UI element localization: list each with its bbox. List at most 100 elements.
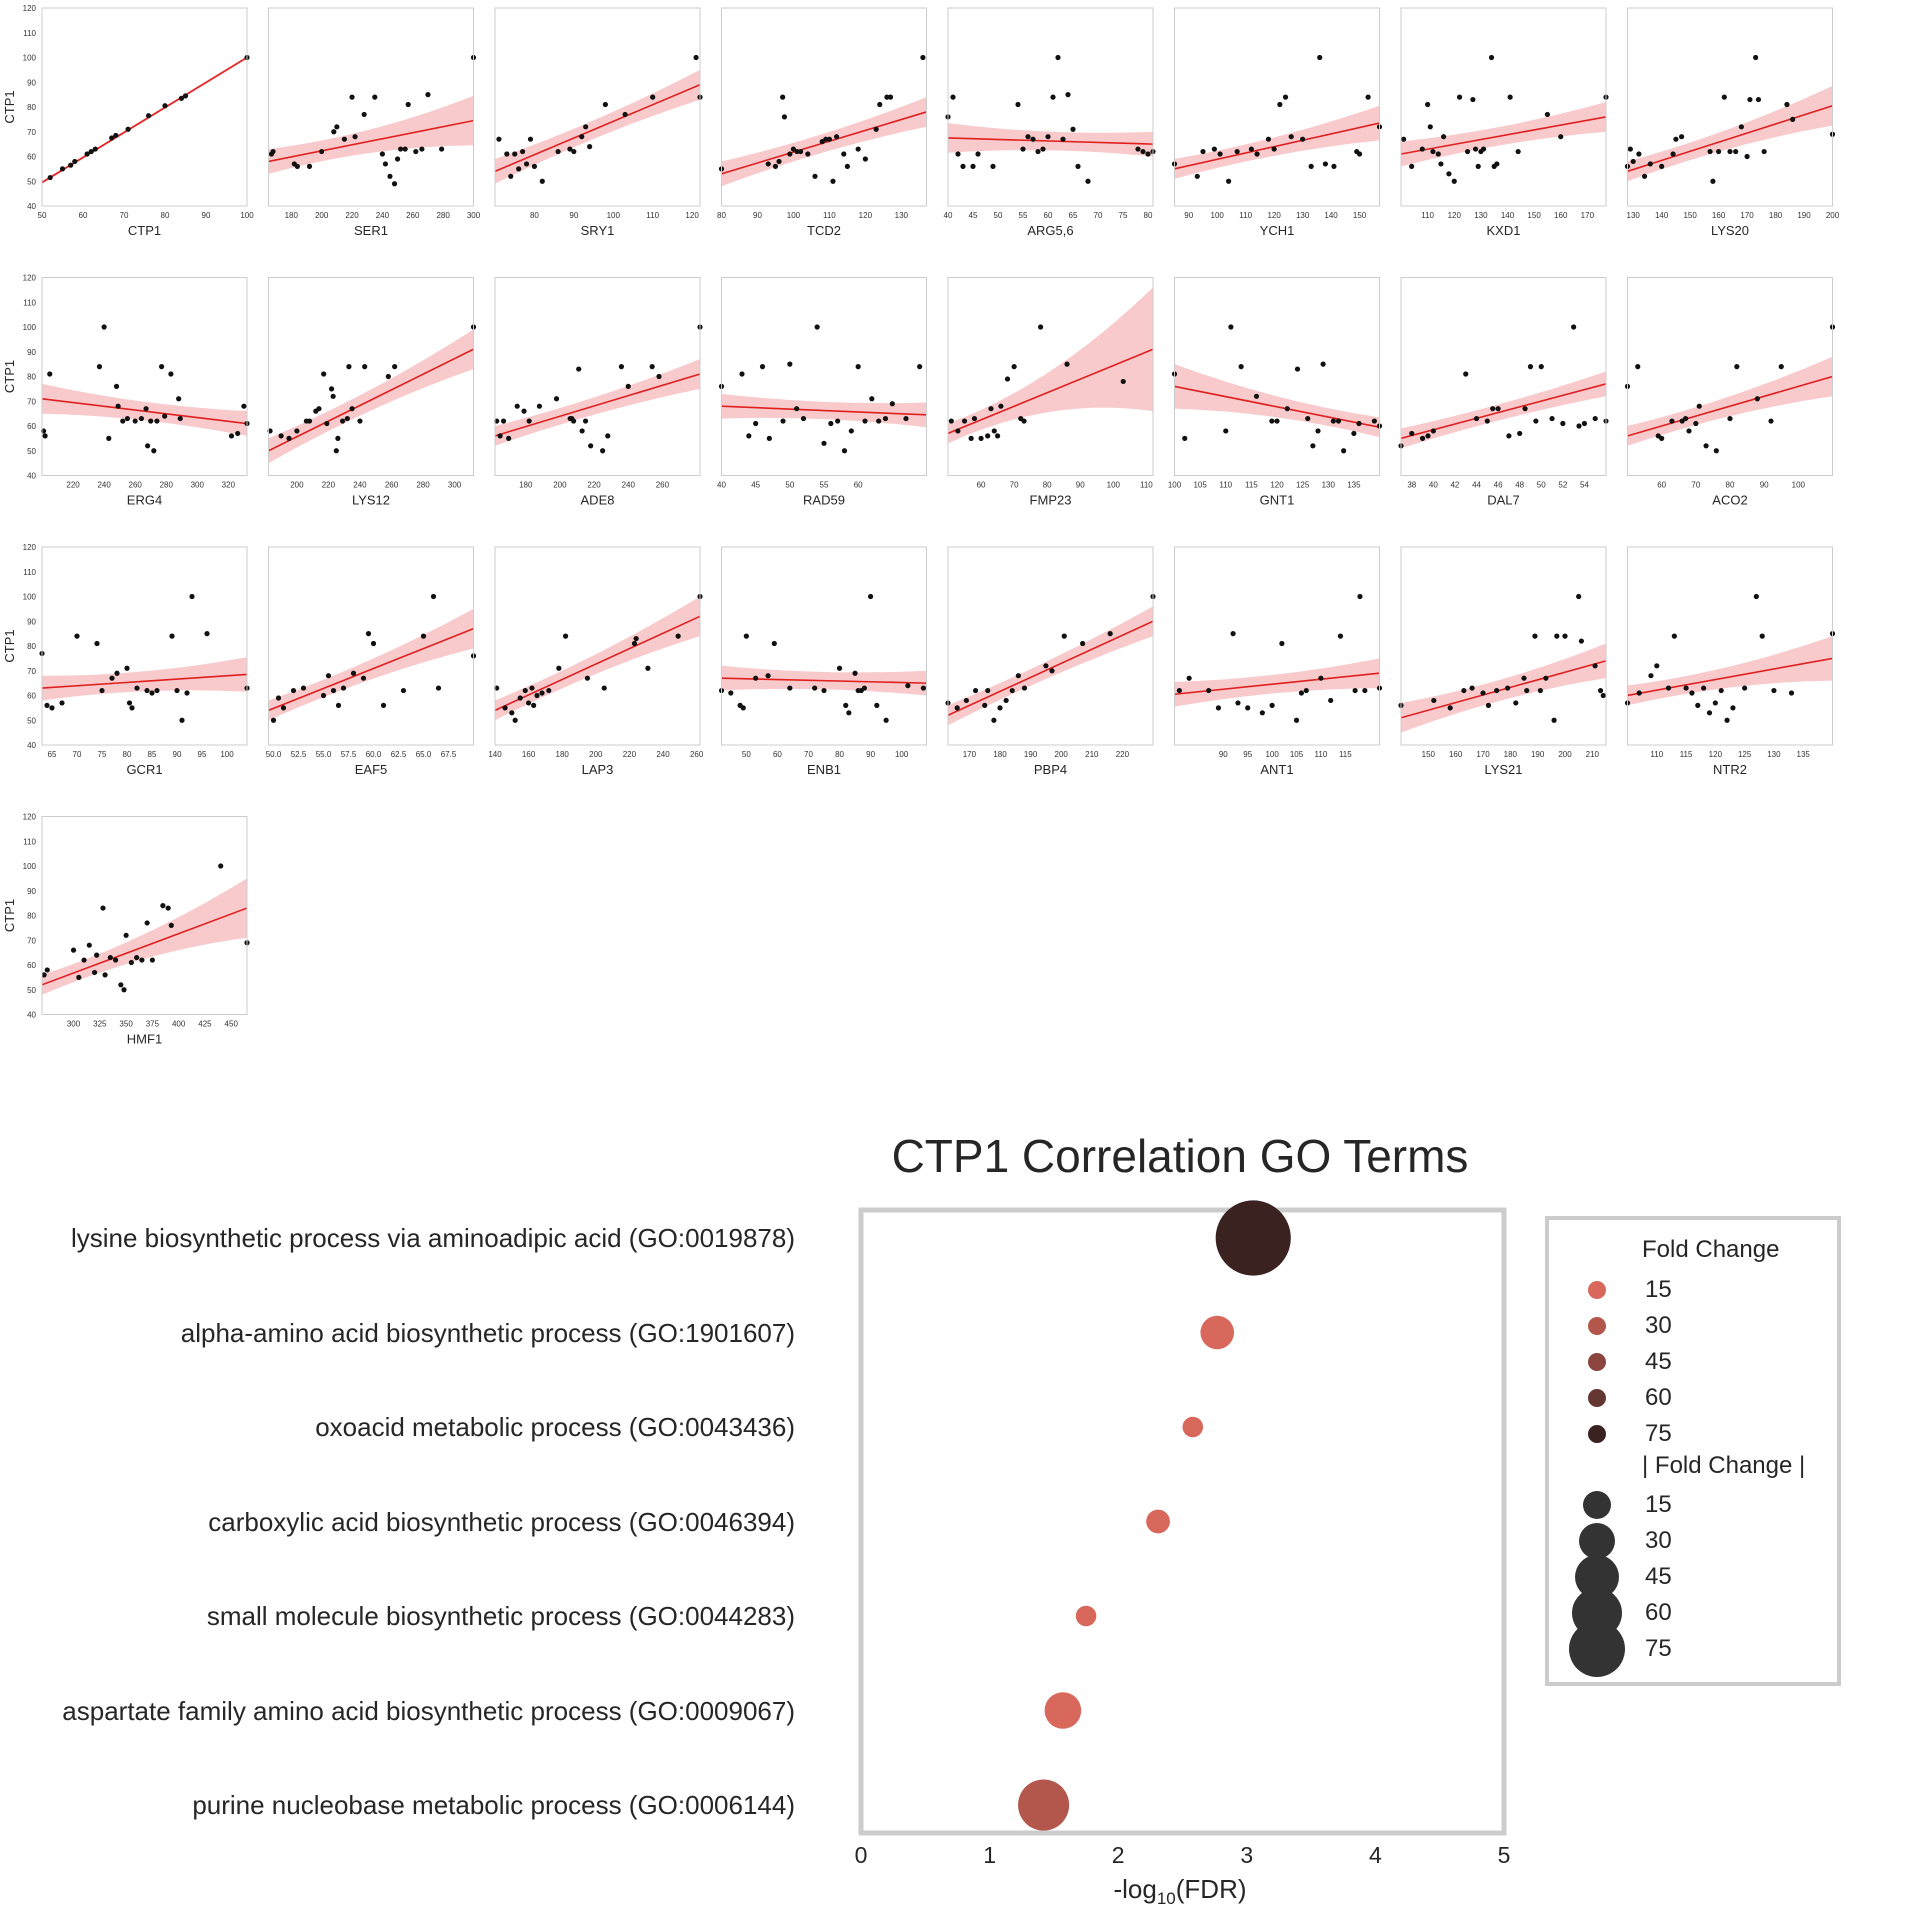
data-point [290,687,297,694]
data-point [1317,54,1323,61]
data-point [59,700,65,706]
data-point [149,957,155,963]
x-tick-label: 140 [488,750,502,759]
data-point [631,640,638,647]
data-point [335,702,342,709]
regression-line [495,83,700,173]
x-tick-label: 260 [690,750,704,759]
data-point [1331,163,1337,169]
confidence-band [495,596,700,721]
data-point [349,406,355,412]
data-point [1578,638,1584,644]
legend-item-label: 45 [1645,1348,1672,1375]
data-point [370,640,377,647]
data-point [84,151,90,157]
data-point [1456,94,1463,100]
data-point [204,631,210,637]
x-tick-label: 220 [587,481,601,490]
data-point [821,687,827,694]
data-point [1689,690,1695,696]
y-tick-label: 70 [27,397,36,406]
data-point [109,135,115,141]
x-tick-label: 60 [977,481,986,490]
data-point [1788,690,1795,696]
data-point [382,161,389,167]
data-point [814,324,820,330]
data-point [1049,668,1055,674]
data-point [178,95,184,101]
data-point [1234,148,1240,155]
data-point [100,905,106,911]
data-point [1435,151,1441,157]
y-tick-label: 120 [23,813,37,822]
data-point [512,717,518,723]
x-tick-label: 75 [1119,211,1128,220]
data-point [286,435,292,441]
confidence-band [268,95,474,174]
data-point [146,113,152,119]
x-tick-label: 170 [1740,211,1754,220]
x-tick-label: 120 [1267,211,1281,220]
scatter-panel: 110 120 130 140 150 160 170 KXD1 [1400,7,1609,238]
x-tick-label: 130 [895,211,909,220]
data-point [42,433,48,439]
data-point [132,418,138,424]
confidence-band [1401,371,1606,449]
data-point [1494,161,1500,167]
x-tick-label: 90 [173,750,182,759]
x-axis-label: EAF5 [355,762,388,777]
y-tick-label: 70 [27,667,36,676]
data-point [1710,178,1716,184]
data-point [529,685,535,691]
legend-item-label: 60 [1645,1384,1672,1411]
confidence-band [42,657,247,701]
x-tick-label: 80 [530,211,539,220]
data-point [123,932,129,938]
go-dot-plot [858,1200,1507,1836]
regression-line [1401,660,1606,719]
data-point [841,448,848,454]
x-tick-label: 140 [1655,211,1669,220]
data-point [365,631,372,637]
legend-hue-swatch [1588,1425,1606,1443]
panel-frame [41,546,248,746]
legend-item-label: 75 [1645,1635,1672,1662]
regression-line [948,348,1153,435]
data-point [1647,161,1653,167]
x-tick-label: 120 [1709,750,1723,759]
data-point [1724,717,1730,723]
x-tick-label: 300 [467,211,481,220]
data-point [430,593,437,600]
x-tick-label: 50 [38,211,47,220]
x-tick-label: 80 [717,211,726,220]
data-point [1532,633,1538,639]
x-tick-label: 200 [1558,750,1572,759]
x-tick-label: 70 [73,750,82,759]
data-point [1294,366,1301,372]
data-point [1107,631,1113,637]
data-point [917,364,923,370]
x-tick-label: 44 [1472,481,1481,490]
x-tick-label: 260 [129,481,143,490]
data-point [1035,148,1041,155]
data-point [330,393,336,399]
x-tick-label: 130 [1474,211,1488,220]
x-tick-label: 90 [202,211,211,220]
data-point [1030,136,1036,142]
data-point [1284,406,1290,412]
legend-size-swatch [1583,1491,1611,1519]
go-x-tick-label: 0 [854,1842,868,1868]
x-tick-label: 80 [835,750,844,759]
data-point [349,94,355,100]
data-point [830,178,836,184]
x-tick-label: 150 [1683,211,1697,220]
data-point [887,94,894,100]
x-tick-label: 105 [1290,750,1304,759]
data-point [514,403,520,409]
data-point [985,687,991,694]
x-tick-label: 130 [1322,481,1336,490]
x-tick-label: 200 [1055,750,1069,759]
x-tick-label: 150 [1353,211,1367,220]
data-point [1727,415,1733,422]
data-point [144,920,150,926]
